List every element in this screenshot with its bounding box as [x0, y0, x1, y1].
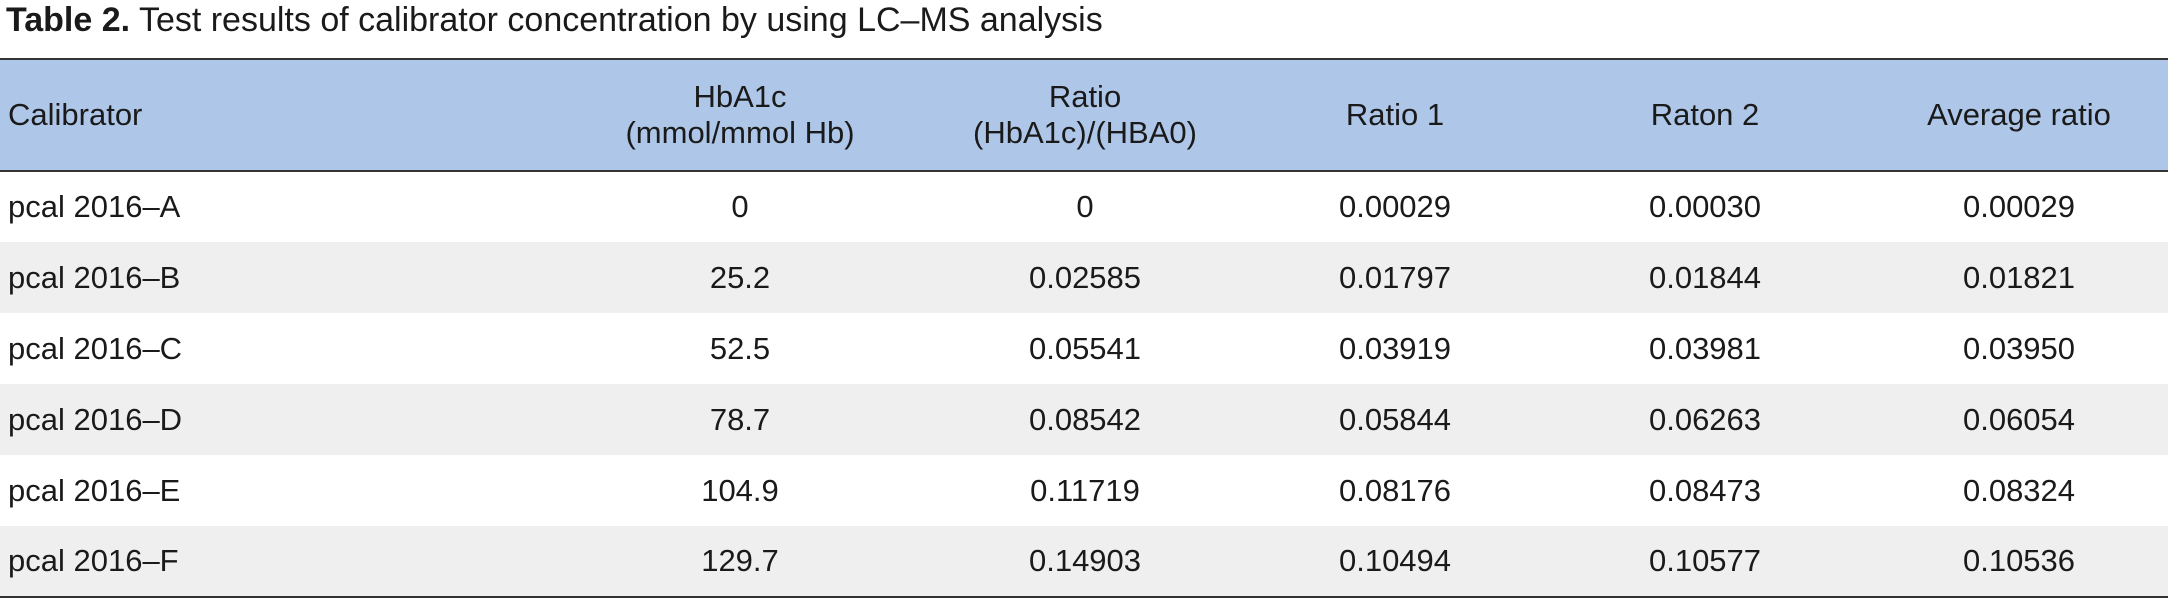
- cell-average-ratio: 0.10536: [1870, 526, 2168, 598]
- table-caption: Table 2. Test results of calibrator conc…: [6, 0, 1103, 44]
- cell-ratio: 0.02585: [1028, 259, 1142, 295]
- header-calibrator-line-1: Calibrator: [8, 97, 143, 132]
- header-ratio-1: Ratio 1: [1250, 58, 1540, 172]
- cell-raton-2: 0.06263: [1648, 401, 1762, 437]
- cell-ratio: 0.14903: [920, 526, 1250, 598]
- header-hba1c-line-2: (mmol/mmol Hb): [625, 115, 855, 150]
- table-body: pcal 2016–A 0 0 0.00029 0.00030 0.00029 …: [0, 171, 2168, 598]
- header-row: Calibrator HbA1c (mmol/mmol Hb) Ratio (H…: [0, 58, 2168, 172]
- cell-calibrator: pcal 2016–A: [8, 189, 181, 224]
- table-row: pcal 2016–A 0 0 0.00029 0.00030 0.00029: [0, 171, 2168, 242]
- cell-raton-2: 0.03981: [1648, 330, 1762, 366]
- header-calibrator: Calibrator: [0, 58, 560, 172]
- cell-hba1c: 78.7: [709, 401, 771, 437]
- cell-raton-2: 0.08473: [1648, 472, 1762, 508]
- header-raton-2-line-1: Raton 2: [1650, 97, 1760, 132]
- table-caption-text: Test results of calibrator concentration…: [138, 1, 1103, 39]
- header-ratio-1-line-1: Ratio 1: [1345, 97, 1445, 132]
- cell-calibrator: pcal 2016–C: [8, 330, 183, 366]
- cell-average-ratio: 0.08324: [1962, 472, 2076, 508]
- table-header: Calibrator HbA1c (mmol/mmol Hb) Ratio (H…: [0, 58, 2168, 172]
- cell-average-ratio: 0.01821: [1962, 259, 2076, 295]
- header-hba1c: HbA1c (mmol/mmol Hb): [560, 58, 920, 172]
- cell-ratio-1: 0.00029: [1338, 189, 1452, 224]
- cell-hba1c: 52.5: [709, 330, 771, 366]
- table-row: pcal 2016–F 129.7 0.14903 0.10494 0.1057…: [0, 526, 2168, 598]
- table-row: pcal 2016–E 104.9 0.11719 0.08176 0.0847…: [0, 455, 2168, 526]
- header-ratio-line-2: (HbA1c)/(HBA0): [973, 115, 1197, 150]
- table-row: pcal 2016–D 78.7 0.08542 0.05844 0.06263…: [0, 384, 2168, 455]
- header-raton-2: Raton 2: [1540, 58, 1870, 172]
- cell-calibrator: pcal 2016–D: [8, 401, 183, 437]
- header-average-ratio: Average ratio: [1870, 58, 2168, 172]
- results-table-container: Calibrator HbA1c (mmol/mmol Hb) Ratio (H…: [0, 58, 2168, 598]
- cell-calibrator: pcal 2016–B: [8, 259, 181, 295]
- cell-ratio-1: 0.03919: [1338, 330, 1452, 366]
- table-row: pcal 2016–C 52.5 0.05541 0.03919 0.03981…: [0, 313, 2168, 384]
- cell-average-ratio: 0.06054: [1962, 401, 2076, 437]
- cell-ratio: 0: [1076, 189, 1094, 224]
- results-table: Calibrator HbA1c (mmol/mmol Hb) Ratio (H…: [0, 58, 2168, 598]
- header-ratio: Ratio (HbA1c)/(HBA0): [920, 58, 1250, 172]
- cell-hba1c: 129.7: [560, 526, 920, 598]
- cell-calibrator: pcal 2016–F: [0, 526, 560, 598]
- cell-hba1c: 0: [731, 189, 749, 224]
- cell-average-ratio: 0.03950: [1962, 330, 2076, 366]
- header-hba1c-line-1: HbA1c: [693, 79, 787, 114]
- table-caption-label: Table 2.: [6, 1, 131, 39]
- cell-ratio-1: 0.05844: [1338, 401, 1452, 437]
- table-row: pcal 2016–B 25.2 0.02585 0.01797 0.01844…: [0, 242, 2168, 313]
- cell-ratio: 0.08542: [1028, 401, 1142, 437]
- cell-raton-2: 0.01844: [1648, 259, 1762, 295]
- cell-ratio-1: 0.01797: [1338, 259, 1452, 295]
- cell-ratio-1: 0.08176: [1338, 472, 1452, 508]
- cell-ratio: 0.05541: [1028, 330, 1142, 366]
- cell-ratio: 0.11719: [1030, 472, 1140, 508]
- cell-average-ratio: 0.00029: [1962, 189, 2076, 224]
- cell-raton-2: 0.10577: [1540, 526, 1870, 598]
- cell-raton-2: 0.00030: [1648, 189, 1762, 224]
- cell-hba1c: 25.2: [709, 259, 771, 295]
- cell-calibrator: pcal 2016–E: [8, 472, 181, 508]
- header-ratio-line-1: Ratio: [1048, 79, 1122, 114]
- cell-ratio-1: 0.10494: [1250, 526, 1540, 598]
- cell-hba1c: 104.9: [701, 472, 779, 508]
- header-average-ratio-line-1: Average ratio: [1927, 97, 2111, 132]
